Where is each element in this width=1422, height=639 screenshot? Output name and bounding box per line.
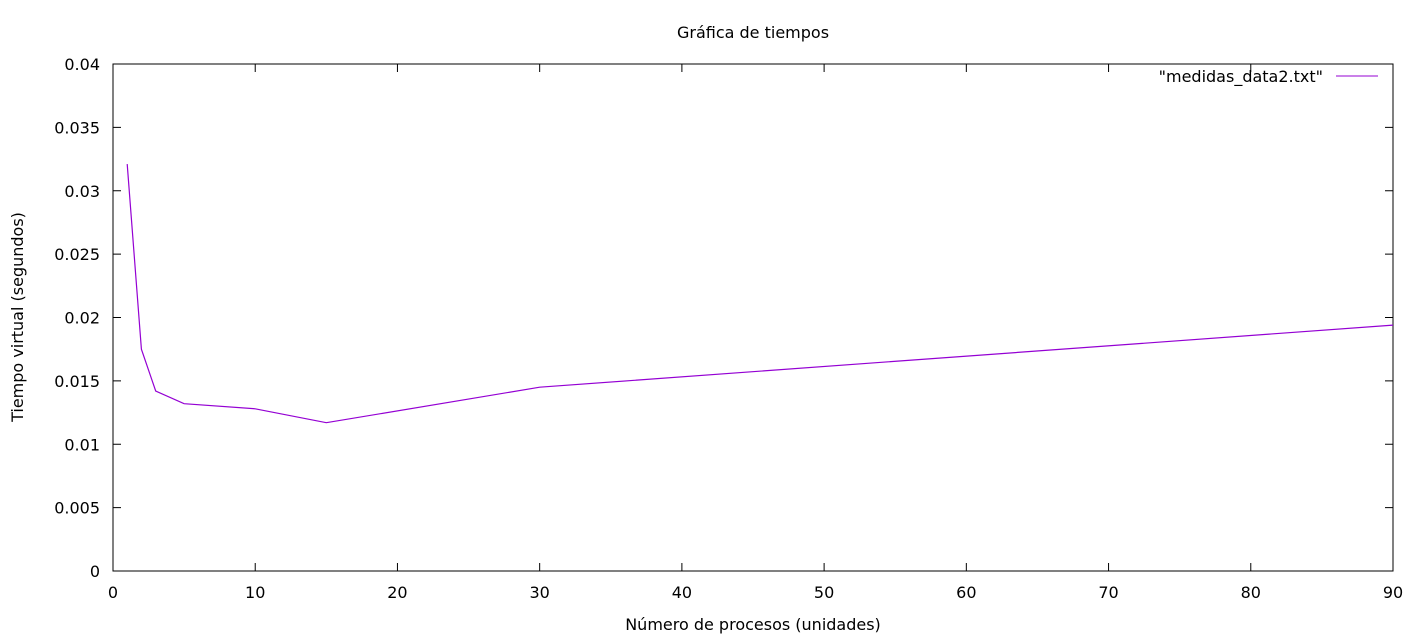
x-tick-label: 80: [1241, 583, 1261, 602]
x-tick-label: 40: [672, 583, 692, 602]
x-tick-label: 60: [956, 583, 976, 602]
y-tick-label: 0.01: [64, 435, 100, 454]
plot-frame: [112, 63, 1394, 572]
y-tick-label: 0: [90, 562, 100, 581]
x-tick-label: 20: [387, 583, 407, 602]
y-tick-label: 0.005: [54, 499, 100, 518]
y-tick-label: 0.035: [54, 118, 100, 137]
y-tick-label: 0.015: [54, 372, 100, 391]
series-line: [126, 164, 1394, 424]
series-layer: [126, 164, 1394, 424]
x-tick-label: 50: [814, 583, 834, 602]
x-tick-label: 30: [529, 583, 549, 602]
legend: "medidas_data2.txt": [1159, 67, 1378, 87]
x-tick-label: 70: [1098, 583, 1118, 602]
y-tick-label: 0.025: [54, 245, 100, 264]
x-axis-label: Número de procesos (unidades): [625, 615, 881, 634]
x-tick-label: 90: [1383, 583, 1403, 602]
y-tick-label: 0.03: [64, 182, 100, 201]
legend-label: "medidas_data2.txt": [1159, 67, 1323, 87]
x-axis-ticks: 0 10 20 30 40 50 60 70 80 90: [108, 64, 1403, 602]
y-axis-ticks: 0 0.005 0.01 0.015 0.02 0.025 0.03 0.035 0.04: [54, 55, 1393, 581]
x-tick-label: 10: [245, 583, 265, 602]
y-tick-label: 0.04: [64, 55, 100, 74]
y-tick-label: 0.02: [64, 309, 100, 328]
chart-title: Gráfica de tiempos: [677, 23, 829, 42]
y-axis-label: Tiempo virtual (segundos): [8, 212, 27, 423]
x-tick-label: 0: [108, 583, 118, 602]
